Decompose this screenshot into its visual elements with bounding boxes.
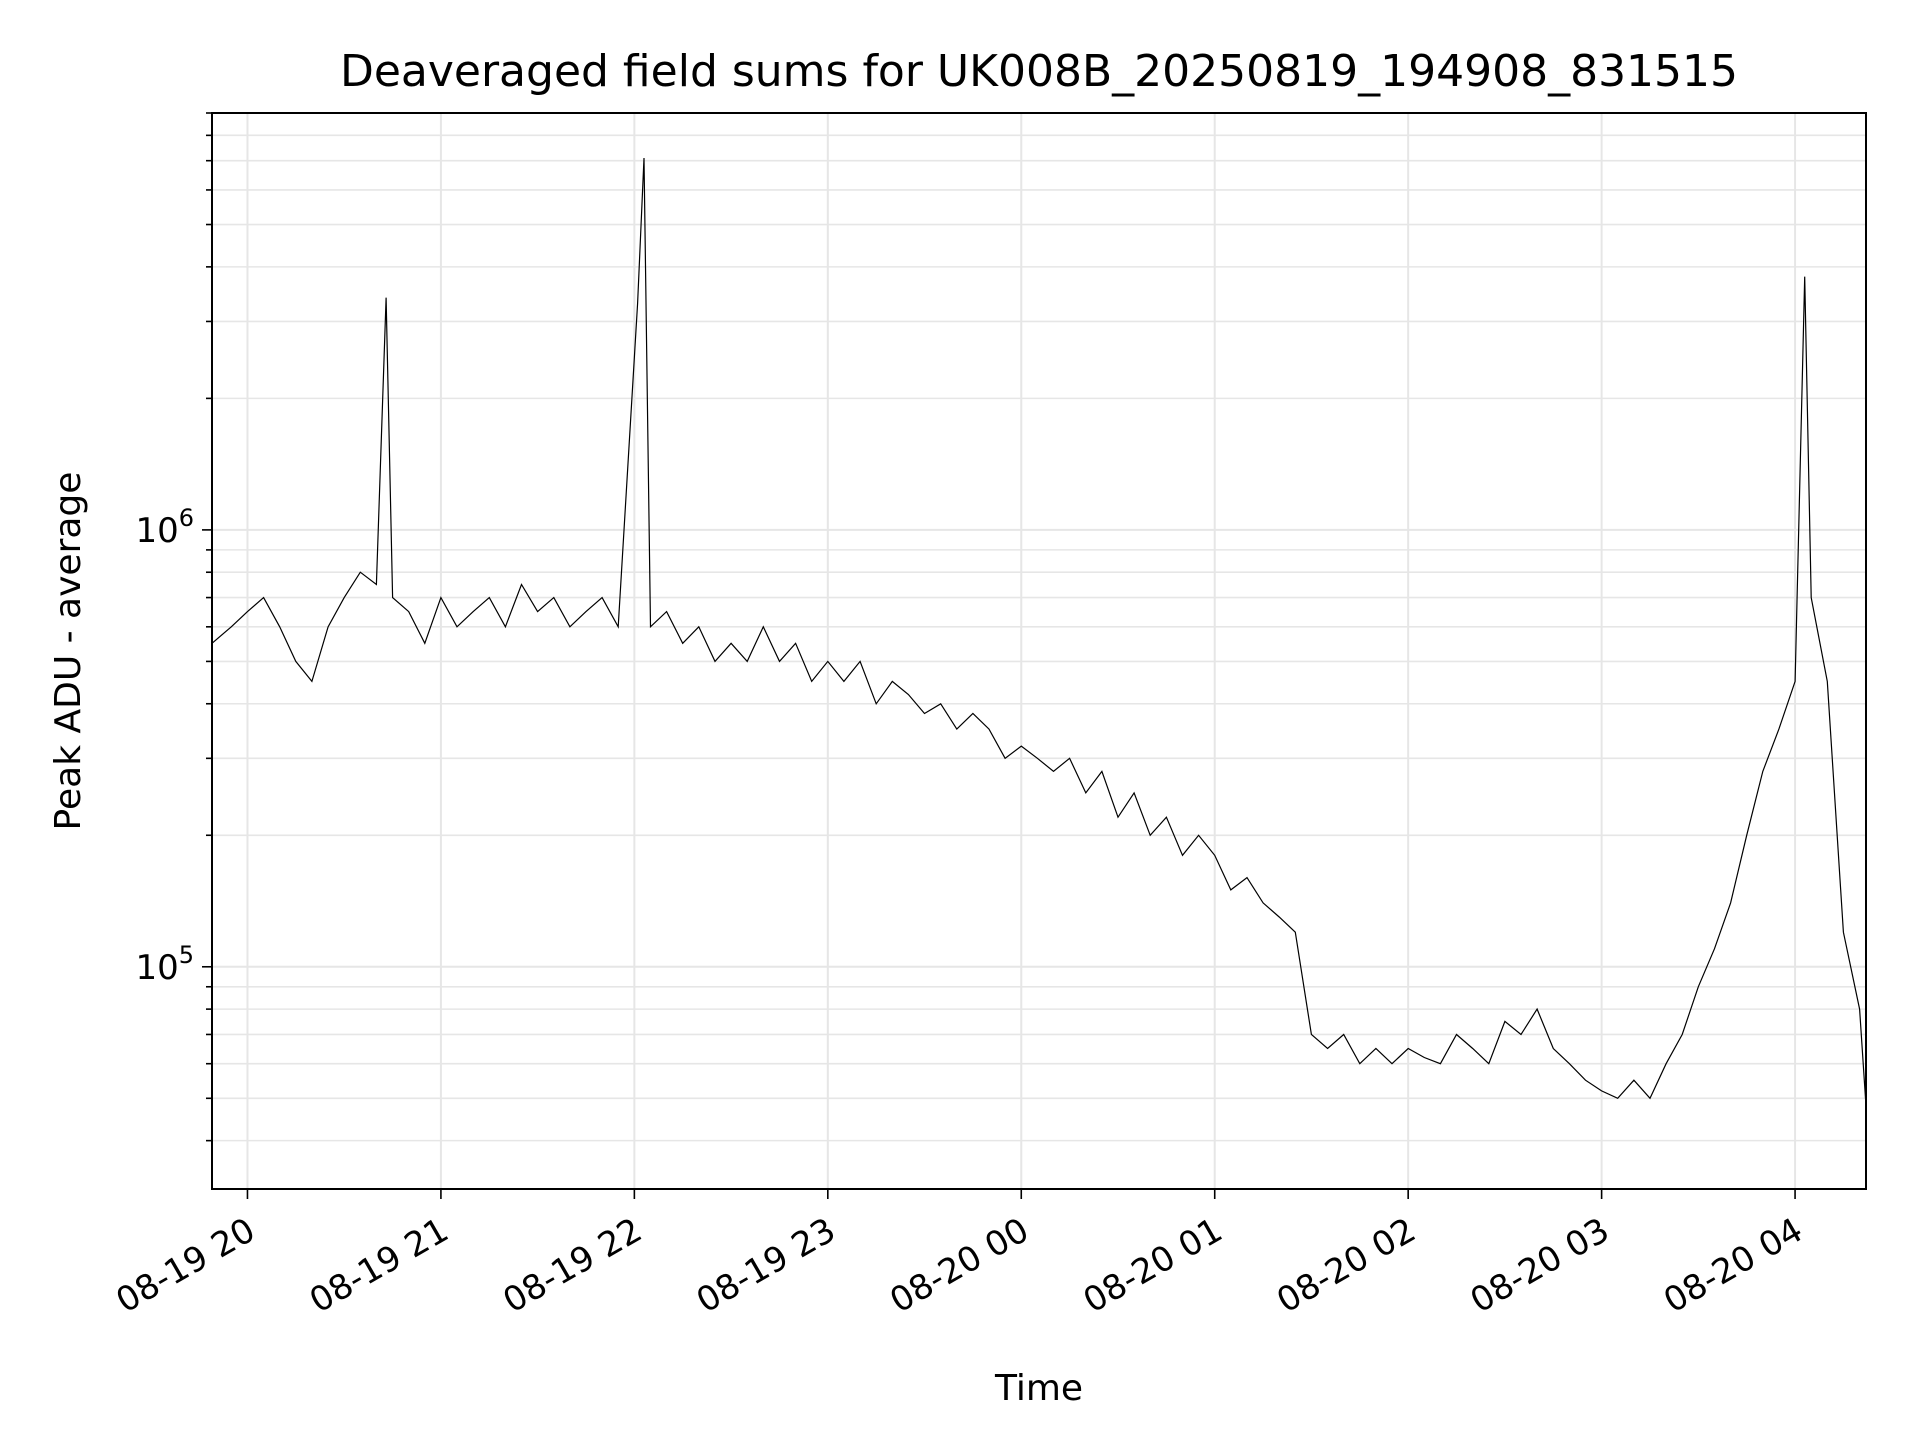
series-line bbox=[211, 157, 1867, 1107]
x-axis: 08-19 20 08-19 21 08-19 22 08-19 23 08-20 00… bbox=[110, 1189, 1810, 1321]
chart-title: Deaveraged field sums for UK008B_2025081… bbox=[340, 46, 1738, 97]
x-tick-label: 08-20 03 bbox=[1464, 1210, 1616, 1321]
plot-frame bbox=[211, 112, 1867, 1190]
x-tick-label: 08-19 22 bbox=[496, 1210, 648, 1321]
x-tick-label: 08-20 01 bbox=[1077, 1210, 1229, 1321]
x-tick-label: 08-20 02 bbox=[1270, 1210, 1422, 1321]
series-layer bbox=[211, 157, 1867, 1107]
x-tick-label: 08-19 23 bbox=[690, 1210, 842, 1321]
grid bbox=[212, 112, 1866, 1189]
x-axis-label: Time bbox=[994, 1368, 1083, 1409]
x-tick-label: 08-19 20 bbox=[110, 1210, 262, 1321]
y-tick-label: 106 bbox=[135, 504, 194, 551]
x-tick-label: 08-19 21 bbox=[303, 1210, 455, 1321]
y-tick-label: 105 bbox=[135, 941, 194, 988]
x-tick-label: 08-20 00 bbox=[883, 1210, 1035, 1321]
y-axis: 105 106 bbox=[135, 112, 212, 1142]
x-tick-label: 08-20 04 bbox=[1657, 1210, 1809, 1321]
y-axis-label: Peak ADU - average bbox=[48, 472, 89, 831]
